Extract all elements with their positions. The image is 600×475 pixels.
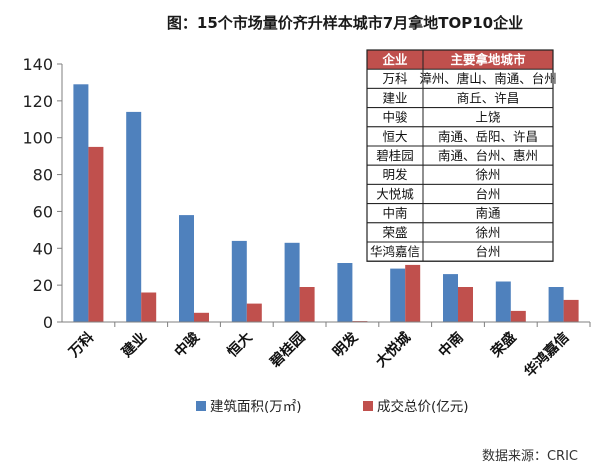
bar-price [141, 292, 157, 322]
table-cell: 大悦城 [376, 186, 414, 201]
table-cell: 建业 [382, 90, 407, 105]
bar-area [390, 268, 406, 322]
y-axis: 0 20 40 60 80 100 120 140 [22, 55, 63, 332]
source-note: 数据来源：CRIC [482, 449, 578, 464]
x-category-label: 中南 [435, 329, 467, 361]
bar-area [495, 281, 511, 322]
table-cell: 商丘、许昌 [457, 90, 520, 105]
table-cell: 徐州 [475, 225, 500, 240]
table-border [366, 49, 554, 262]
y-tick-label: 0 [43, 313, 53, 332]
y-tick-label: 20 [33, 276, 53, 295]
table-cell: 台州 [475, 186, 500, 201]
x-category-label: 万科 [65, 329, 98, 362]
y-tick-label: 100 [22, 129, 53, 148]
table-cell: 中南 [382, 206, 407, 221]
bar-area [337, 263, 353, 322]
table-cell: 漳州、唐山、南通、台州 [419, 71, 557, 86]
table-cell: 华鸿嘉信 [370, 244, 420, 259]
table-header-bg [367, 50, 553, 70]
x-category-label: 华鸿嘉信 [521, 329, 573, 381]
table-cell: 上饶 [475, 110, 501, 125]
table-cell: 碧桂园 [376, 148, 414, 163]
bar-price [405, 264, 421, 322]
table-cell: 台州 [475, 244, 500, 259]
y-tick-label: 60 [33, 202, 53, 221]
table-cell: 徐州 [475, 167, 500, 182]
table-cell: 恒大 [382, 129, 407, 144]
table-cell: 明发 [382, 167, 408, 182]
table-header-cell: 企业 [381, 52, 408, 67]
chart-title: 图：15个市场量价齐升样本城市7月拿地TOP10企业 [167, 14, 523, 32]
bar-price [299, 287, 315, 322]
bar-area [126, 111, 142, 323]
table-cell: 南通、台州、惠州 [438, 148, 538, 163]
table-cell: 南通 [475, 206, 501, 221]
bar-price [246, 303, 262, 322]
x-category-label: 碧桂园 [266, 329, 308, 371]
table-cell: 南通、岳阳、许昌 [438, 129, 538, 144]
legend: 建筑面积(万㎡) 成交总价(亿元) [196, 398, 469, 415]
x-axis: 万科 建业 中骏 恒大 碧桂园 明发 大悦城 中南 荣盛 华鸿嘉信 [62, 321, 591, 381]
table-cell: 中骏 [382, 110, 408, 125]
bar-price [563, 299, 579, 322]
table-header-cell: 主要拿地城市 [450, 52, 526, 67]
y-tick-label: 40 [33, 239, 53, 258]
y-tick-label: 140 [22, 55, 53, 74]
bar-area [73, 84, 89, 322]
bar-price [88, 146, 104, 322]
x-category-label: 建业 [118, 329, 150, 361]
bar-area [548, 287, 564, 322]
bar-area [443, 274, 458, 322]
bar-area [284, 242, 300, 322]
x-category-label: 明发 [329, 328, 362, 361]
legend-swatch [363, 401, 373, 411]
x-category-label: 中骏 [171, 328, 204, 361]
x-category-label: 荣盛 [487, 329, 520, 362]
x-category-label: 大悦城 [372, 329, 414, 371]
bar-group [73, 84, 579, 323]
bar-price [458, 287, 473, 322]
y-tick-label: 120 [22, 92, 53, 111]
bar-area [231, 240, 247, 322]
x-category-label: 恒大 [224, 329, 256, 361]
y-tick-label: 80 [33, 166, 53, 185]
legend-swatch [196, 401, 206, 411]
legend-label: 成交总价(亿元) [377, 398, 469, 415]
table-cell: 万科 [382, 71, 408, 86]
legend-label: 建筑面积(万㎡) [210, 399, 302, 415]
bar-price [194, 312, 209, 322]
bar-price [510, 310, 526, 322]
table-cell: 荣盛 [382, 225, 407, 240]
bar-area [179, 215, 194, 322]
